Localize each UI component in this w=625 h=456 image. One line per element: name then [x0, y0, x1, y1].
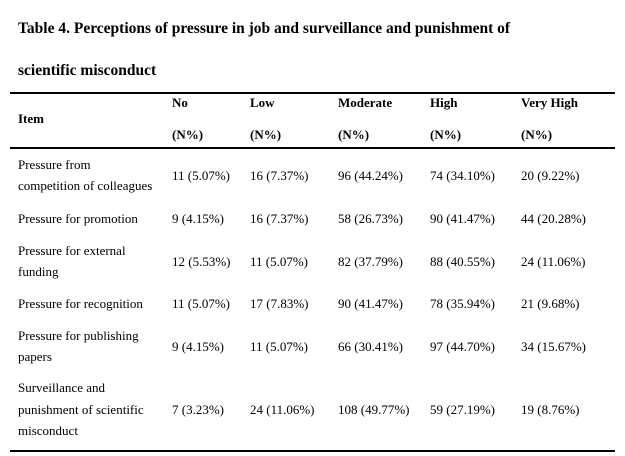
table-cell: 11 (5.07%)	[250, 338, 309, 354]
table-cell: 59 (27.19%)	[430, 401, 495, 417]
table-cell: 9 (4.15%)	[172, 338, 224, 354]
header-label: No	[172, 95, 188, 110]
row-item-label: competition of colleagues	[18, 178, 153, 194]
row-item-label: punishment of scientific	[18, 401, 144, 417]
table-cell: 9 (4.15%)	[172, 210, 224, 226]
header-label: Low	[250, 95, 275, 110]
row-item-label: funding	[18, 264, 59, 280]
table-cell: 17 (7.83%)	[250, 295, 309, 311]
table-cell: 78 (35.94%)	[430, 295, 495, 311]
table-cell: 34 (15.67%)	[521, 338, 586, 354]
row-item-label: Pressure for promotion	[18, 210, 138, 226]
table-cell: 7 (3.23%)	[172, 401, 224, 417]
table-cell: 82 (37.79%)	[338, 253, 403, 269]
table-cell: 21 (9.68%)	[521, 295, 580, 311]
table-cell: 66 (30.41%)	[338, 338, 403, 354]
row-item-label: Pressure for external	[18, 242, 126, 258]
header-label: Very High	[521, 95, 578, 110]
header-rule	[10, 147, 615, 149]
top-rule	[10, 92, 615, 94]
table-cell: 11 (5.07%)	[172, 295, 231, 311]
table-cell: 90 (41.47%)	[338, 295, 403, 311]
row-item-label: Surveillance and	[18, 380, 105, 395]
header-label: High	[430, 95, 458, 110]
row-item-label: Pressure for publishing	[18, 327, 139, 343]
table-cell: 74 (34.10%)	[430, 167, 495, 183]
table-cell: 11 (5.07%)	[250, 253, 309, 269]
row-item-label: Pressure from	[18, 156, 91, 172]
table-cell: 97 (44.70%)	[430, 338, 495, 354]
header-unit: (N%)	[521, 127, 553, 142]
table-title-line2: scientific misconduct	[18, 62, 157, 79]
table-cell: 19 (8.76%)	[521, 401, 580, 417]
row-item-label: papers	[18, 349, 52, 365]
table-cell: 88 (40.55%)	[430, 253, 495, 269]
table-cell: 24 (11.06%)	[521, 253, 586, 269]
table-cell: 11 (5.07%)	[172, 167, 231, 183]
table-cell: 24 (11.06%)	[250, 401, 315, 417]
table-cell: 108 (49.77%)	[338, 401, 410, 417]
table-cell: 16 (7.37%)	[250, 210, 309, 226]
header-label: Moderate	[338, 95, 393, 110]
table-cell: 90 (41.47%)	[430, 210, 495, 226]
header-unit: (N%)	[250, 127, 282, 142]
table-cell: 44 (20.28%)	[521, 210, 586, 226]
header-item: Item	[18, 111, 44, 126]
header-unit: (N%)	[338, 127, 370, 142]
header-unit: (N%)	[172, 127, 204, 142]
table-cell: 58 (26.73%)	[338, 210, 403, 226]
header-unit: (N%)	[430, 127, 462, 142]
table-cell: 16 (7.37%)	[250, 167, 309, 183]
table-cell: 96 (44.24%)	[338, 167, 403, 183]
table-title-line1: Table 4. Perceptions of pressure in job …	[18, 20, 511, 37]
row-item-label: Pressure for recognition	[18, 295, 143, 311]
table-cell: 20 (9.22%)	[521, 167, 580, 183]
row-item-label: misconduct	[18, 423, 78, 438]
table-cell: 12 (5.53%)	[172, 253, 231, 269]
bottom-rule	[10, 450, 615, 452]
